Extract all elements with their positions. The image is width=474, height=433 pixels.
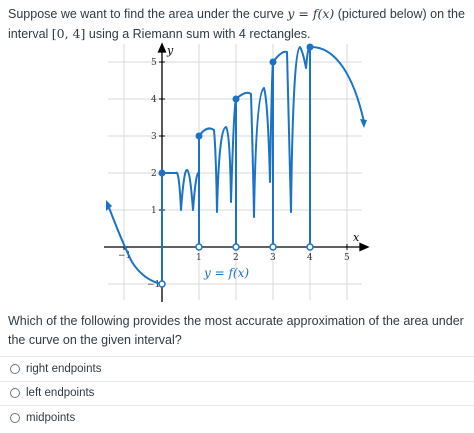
radio-button[interactable] <box>10 363 20 374</box>
y-tick-label: 2 <box>151 169 157 179</box>
curve-label: y = f(x) <box>203 266 249 280</box>
question-prefix: Suppose we want to find the area under t… <box>8 7 288 21</box>
question-mid: (pictured below) on the interval <box>8 7 465 41</box>
answer-option-midpoints[interactable]: midpoints <box>0 405 474 430</box>
answer-label: right endpoints <box>26 362 102 375</box>
function-lhs: y <box>287 6 295 21</box>
y-tick-label: −1 <box>147 280 160 290</box>
open-points <box>158 243 314 288</box>
answer-label: midpoints <box>26 411 76 424</box>
curve-arrow-left <box>106 200 112 211</box>
radio-button[interactable] <box>10 388 20 399</box>
y-tick-label: 4 <box>151 95 157 105</box>
radio-button[interactable] <box>10 412 20 423</box>
curve-arrow-right <box>360 119 367 128</box>
x-tick-label: 1 <box>196 253 202 263</box>
x-axis-label: x <box>353 231 360 244</box>
y-tick-label: 1 <box>151 206 157 216</box>
closed-points <box>158 43 314 177</box>
question-prompt: Which of the following provides the most… <box>8 314 464 347</box>
tick-labels: −1 1 2 3 4 5 −1 1 2 3 4 5 <box>118 58 350 290</box>
riemann-vertical-lines <box>161 47 311 284</box>
x-tick-label: 4 <box>307 253 313 263</box>
function-graph: −1 1 2 3 4 5 −1 1 2 3 4 5 x y y = f(x) <box>104 42 370 302</box>
y-tick-label: 3 <box>151 132 157 142</box>
answer-option-left-endpoints[interactable]: left endpoints <box>0 380 474 406</box>
answer-option-right-endpoints[interactable]: right endpoints <box>0 356 474 381</box>
y-axis-label: y <box>166 44 174 57</box>
x-tick-label: −1 <box>118 251 131 261</box>
question-suffix: using a Riemann sum with 4 rectangles. <box>85 27 311 41</box>
y-tick-label: 5 <box>151 58 157 68</box>
interval: [0, 4] <box>51 26 86 41</box>
x-tick-label: 2 <box>233 253 239 263</box>
function-rhs: f(x) <box>312 6 335 21</box>
x-tick-label: 5 <box>344 253 350 263</box>
question-text: Suppose we want to find the area under t… <box>8 4 468 44</box>
answer-list: right endpoints left endpoints midpoints <box>0 356 474 430</box>
answer-label: left endpoints <box>26 387 95 400</box>
function-curve <box>107 45 365 285</box>
function-equals: = <box>294 6 313 21</box>
x-tick-label: 3 <box>270 253 276 263</box>
